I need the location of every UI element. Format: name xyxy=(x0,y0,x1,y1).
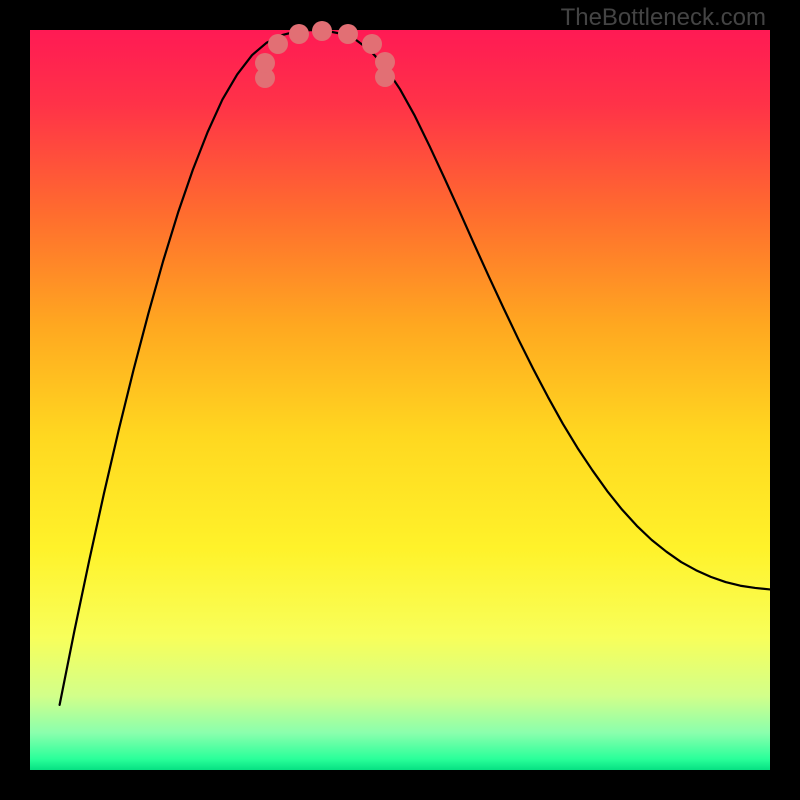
bottleneck-curve xyxy=(30,30,770,770)
plot-area xyxy=(30,30,770,770)
curve-marker xyxy=(255,53,275,73)
curve-marker xyxy=(289,24,309,44)
curve-marker xyxy=(362,34,382,54)
curve-marker xyxy=(375,67,395,87)
curve-marker xyxy=(268,34,288,54)
chart-canvas: TheBottleneck.com xyxy=(0,0,800,800)
curve-marker xyxy=(338,24,358,44)
watermark-text: TheBottleneck.com xyxy=(561,4,766,32)
curve-marker xyxy=(312,21,332,41)
